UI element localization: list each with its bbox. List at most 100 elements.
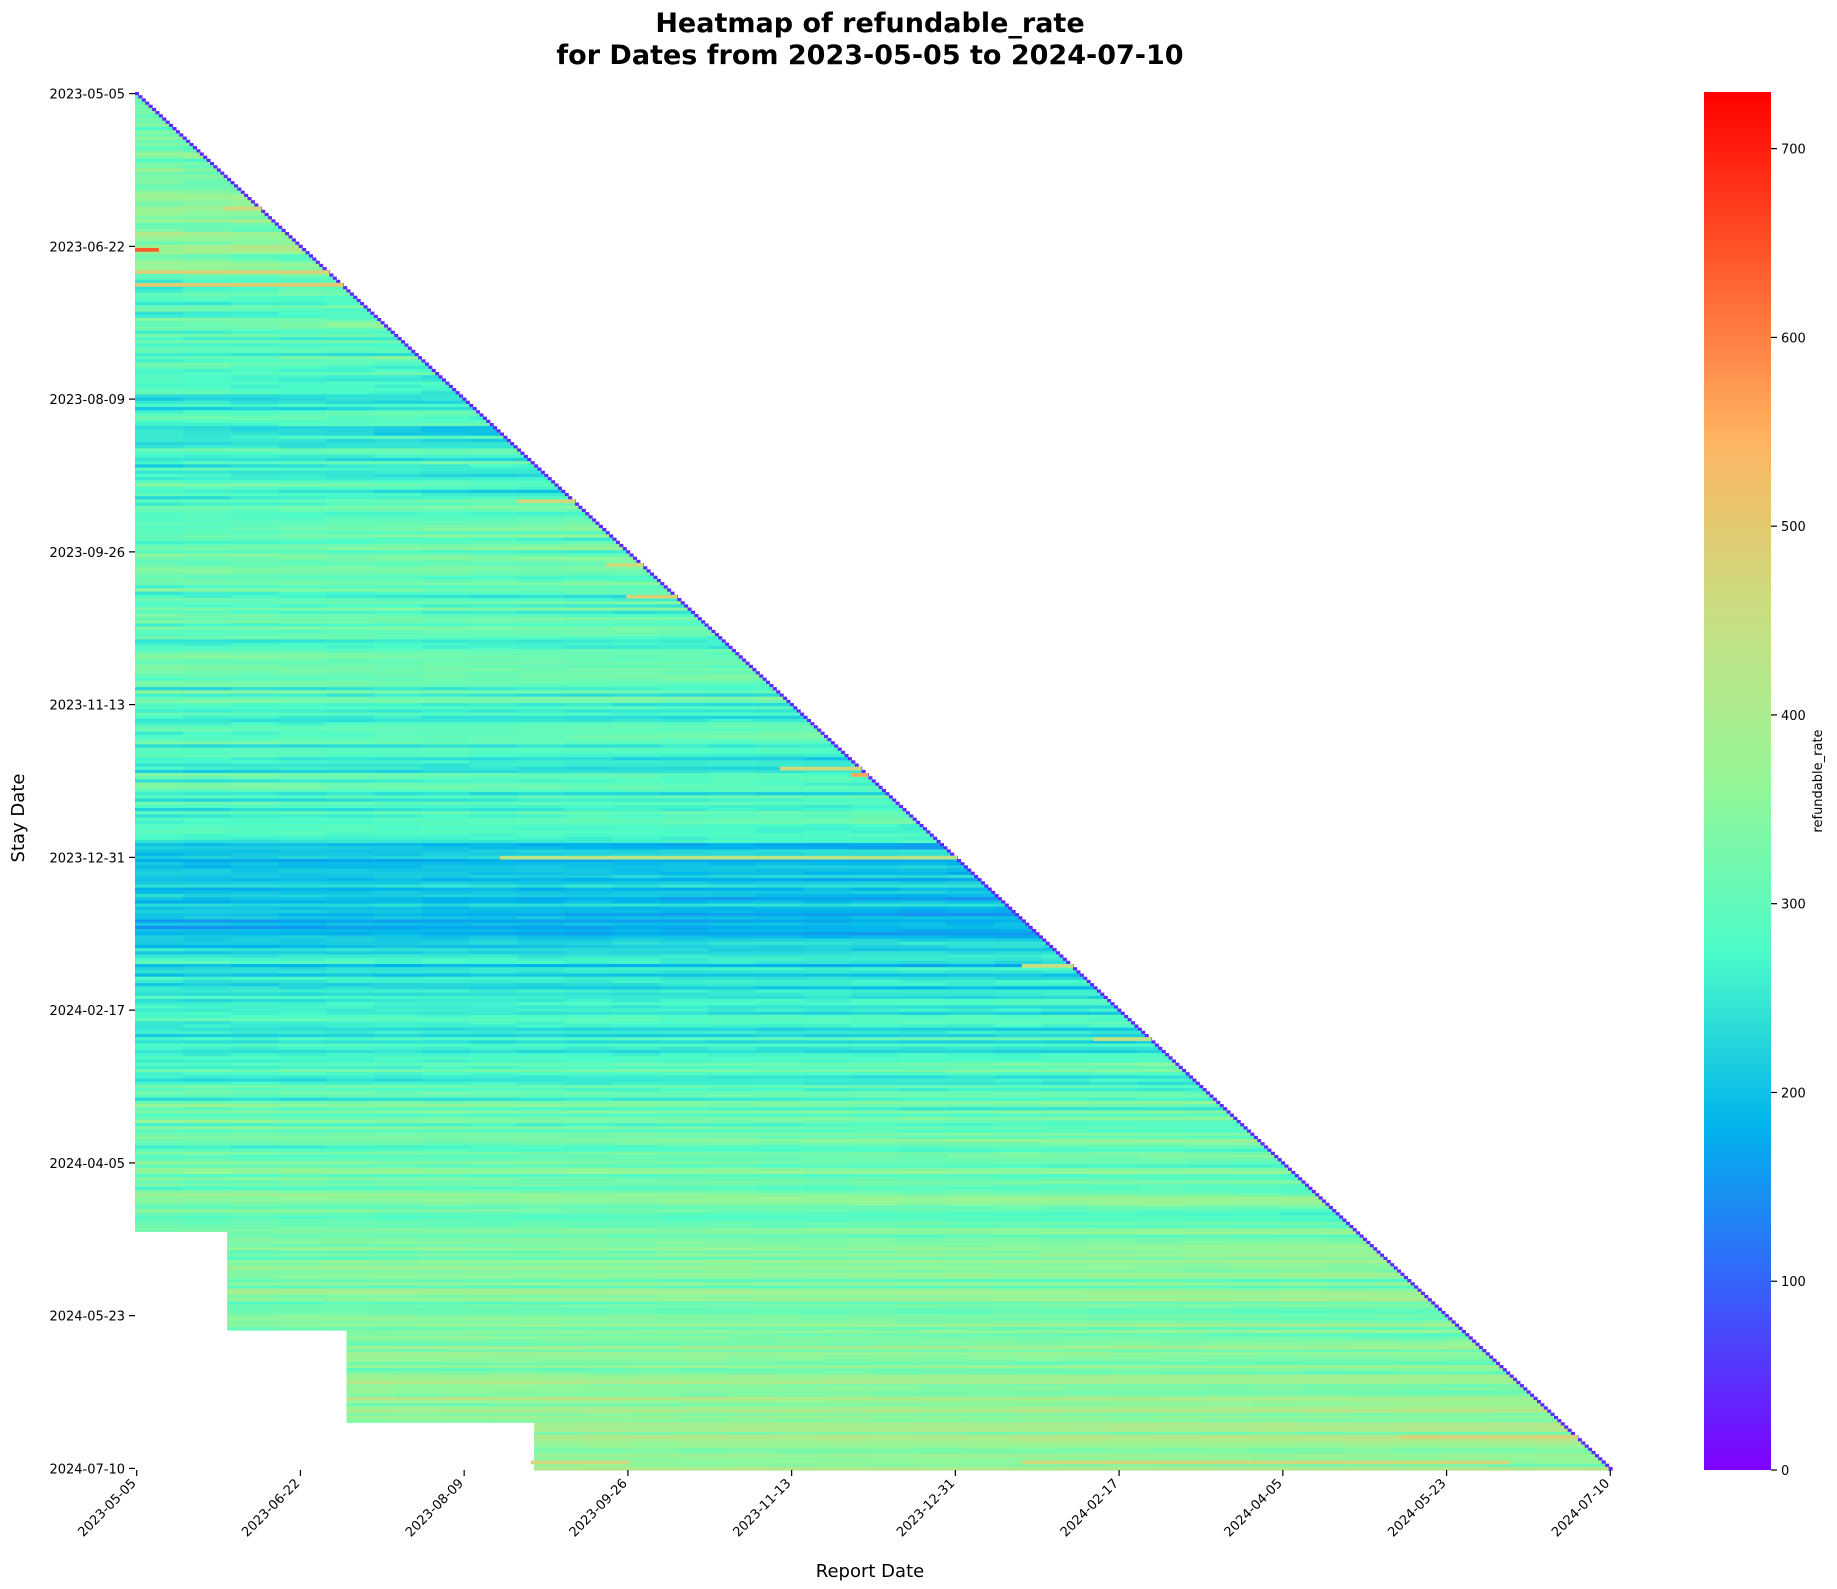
heatmap-cell xyxy=(278,954,327,959)
heatmap-cell xyxy=(135,1091,184,1096)
heatmap-cell xyxy=(708,652,736,656)
heatmap-cell xyxy=(373,893,423,898)
heatmap-cell xyxy=(899,1005,948,1010)
heatmap-diagonal-cell xyxy=(970,871,975,876)
heatmap-diagonal-cell xyxy=(216,168,221,173)
heatmap-cell xyxy=(564,1040,614,1045)
heatmap-cell xyxy=(994,1008,1043,1013)
heatmap-cell xyxy=(135,314,184,319)
heatmap-cell xyxy=(421,1008,470,1013)
heatmap-cell xyxy=(660,893,709,898)
heatmap-cell xyxy=(660,954,709,959)
heatmap-cell xyxy=(373,553,423,558)
heatmap-diagonal-cell xyxy=(868,776,873,781)
heatmap-cell xyxy=(708,868,757,873)
heatmap-cell xyxy=(899,862,948,866)
heatmap-cell xyxy=(660,922,709,927)
heatmap-cell xyxy=(135,477,184,481)
heatmap-cell xyxy=(994,999,1043,1003)
heatmap-diagonal-cell xyxy=(841,750,846,755)
heatmap-cell xyxy=(182,302,232,306)
heatmap-cell xyxy=(182,582,232,586)
heatmap-cell xyxy=(135,833,184,838)
heatmap-cell xyxy=(373,862,423,866)
heatmap-cell xyxy=(230,1199,279,1204)
heatmap-cell xyxy=(612,932,661,936)
heatmap-cell xyxy=(230,846,279,851)
heatmap-cell xyxy=(851,1113,900,1118)
heatmap-cell xyxy=(135,534,184,539)
heatmap-cell xyxy=(612,820,661,825)
heatmap-cell xyxy=(708,636,719,640)
heatmap-cell xyxy=(230,677,279,682)
heatmap-cell xyxy=(182,1027,232,1032)
heatmap-cell xyxy=(803,817,852,822)
heatmap-cell xyxy=(564,849,614,854)
heatmap-cell xyxy=(326,352,375,357)
heatmap-cell xyxy=(469,531,518,535)
heatmap-cell xyxy=(230,661,279,666)
heatmap-cell xyxy=(564,512,586,516)
heatmap-cell xyxy=(517,906,566,911)
heatmap-cell xyxy=(851,1040,900,1045)
heatmap-cell xyxy=(660,779,709,784)
heatmap-cell xyxy=(326,473,375,478)
heatmap-cell xyxy=(946,1186,996,1191)
heatmap-cell xyxy=(469,1183,518,1188)
heatmap-cell xyxy=(1042,1193,1091,1197)
heatmap-cell xyxy=(230,855,279,860)
heatmap-cell xyxy=(851,804,900,809)
heatmap-diagonal-cell xyxy=(731,648,736,653)
heatmap-cell xyxy=(899,871,948,876)
heatmap-cell xyxy=(326,330,375,335)
heatmap-cell xyxy=(182,305,232,309)
heatmap-cell xyxy=(708,897,757,901)
heatmap-cell xyxy=(278,384,327,389)
heatmap-cell xyxy=(278,1199,327,1204)
heatmap-cell xyxy=(946,1170,996,1175)
heatmap-cell xyxy=(803,760,852,765)
heatmap-cell xyxy=(230,1110,279,1115)
heatmap-diagonal-cell xyxy=(537,467,542,472)
heatmap-cell xyxy=(135,1142,184,1146)
heatmap-cell xyxy=(564,1030,614,1035)
heatmap-cell xyxy=(517,725,566,730)
heatmap-cell xyxy=(469,422,491,427)
heatmap-cell xyxy=(373,645,423,650)
heatmap-cell xyxy=(230,426,279,430)
heatmap-cell xyxy=(899,1097,948,1102)
heatmap-cell xyxy=(564,594,614,599)
heatmap-cell xyxy=(946,944,996,949)
heatmap-cell xyxy=(1137,1151,1187,1156)
heatmap-cell xyxy=(135,973,184,978)
heatmap-cell xyxy=(517,1091,566,1096)
heatmap-cell xyxy=(230,292,279,297)
heatmap-cell xyxy=(708,1212,757,1216)
heatmap-cell xyxy=(230,798,279,803)
heatmap-cell xyxy=(612,585,661,590)
heatmap-cell xyxy=(708,1209,757,1213)
heatmap-cell xyxy=(708,973,757,978)
heatmap-cell xyxy=(278,1056,327,1061)
heatmap-cell xyxy=(755,1024,805,1029)
heatmap-cell xyxy=(278,900,327,905)
heatmap-cell xyxy=(946,1084,996,1089)
heatmap-cell xyxy=(1185,1199,1234,1204)
heatmap-diagonal-cell xyxy=(963,865,968,870)
heatmap-cell xyxy=(1042,1126,1091,1131)
heatmap-cell xyxy=(278,995,327,1000)
heatmap-cell xyxy=(612,607,661,612)
heatmap-cell xyxy=(1042,995,1091,1000)
heatmap-cell xyxy=(612,550,627,555)
heatmap-cell xyxy=(182,865,232,870)
heatmap-cell xyxy=(135,820,184,825)
heatmap-cell xyxy=(517,792,566,796)
heatmap-cell xyxy=(326,295,354,300)
heatmap-cell xyxy=(182,636,232,640)
heatmap-diagonal-cell xyxy=(141,98,146,103)
heatmap-cell xyxy=(278,607,327,612)
heatmap-cell xyxy=(326,438,375,443)
heatmap-cell xyxy=(755,1104,805,1108)
heatmap-cell xyxy=(994,1034,1043,1038)
heatmap-cell xyxy=(899,1132,948,1137)
